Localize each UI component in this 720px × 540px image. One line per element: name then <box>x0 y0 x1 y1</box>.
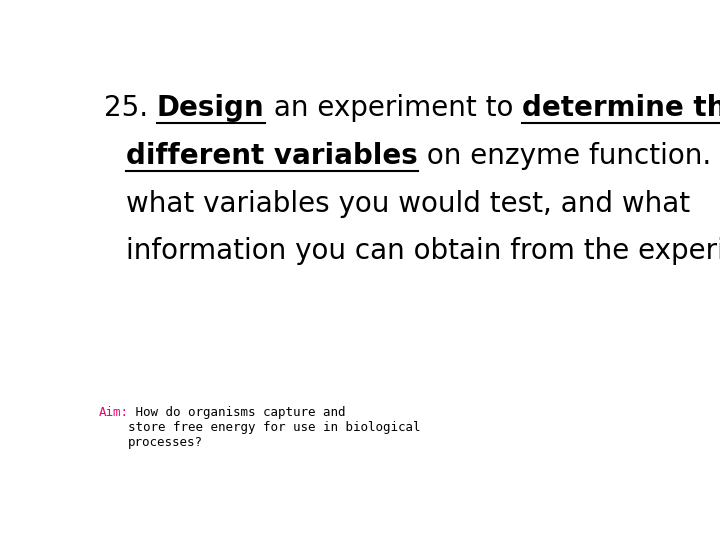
Text: Aim:: Aim: <box>99 406 128 419</box>
Text: what variables you would test, and what: what variables you would test, and what <box>126 190 690 218</box>
Text: Design: Design <box>157 94 264 122</box>
Text: information you can obtain from the experiments.: information you can obtain from the expe… <box>126 238 720 265</box>
Text: an experiment to: an experiment to <box>264 94 522 122</box>
Text: How do organisms capture and
store free energy for use in biological
processes?: How do organisms capture and store free … <box>128 406 421 449</box>
Text: different variables: different variables <box>126 141 418 170</box>
Text: on enzyme function. Include: on enzyme function. Include <box>418 141 720 170</box>
Text: determine the effect of: determine the effect of <box>522 94 720 122</box>
Text: 25.: 25. <box>104 94 157 122</box>
